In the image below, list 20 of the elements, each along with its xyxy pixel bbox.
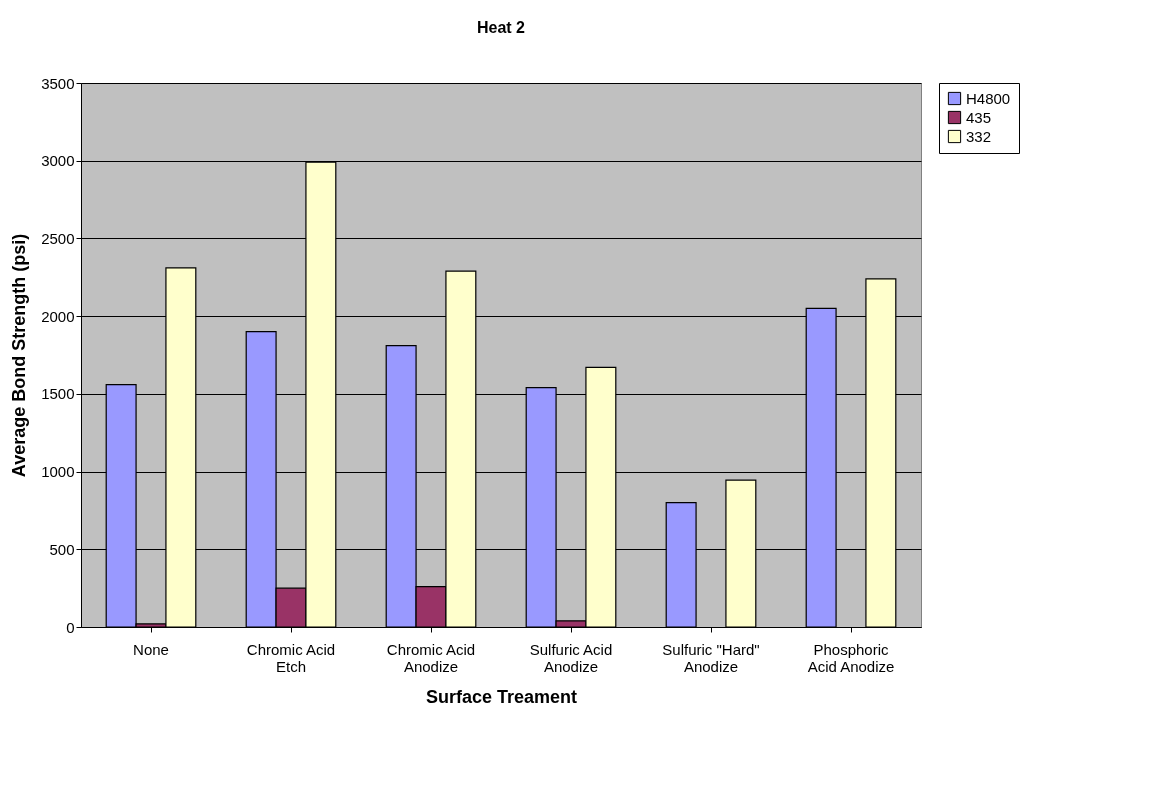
- x-axis-title: Surface Treament: [425, 686, 578, 707]
- x-tick-label: Phosphoric Acid Anodize: [807, 640, 895, 675]
- y-tick-label: 2000: [41, 307, 75, 325]
- chart-title: Heat 2: [476, 19, 526, 36]
- x-tick-label: Sulfuric "Hard" Anodize: [662, 640, 760, 675]
- legend-label: 332: [966, 127, 992, 145]
- y-tick-label: 500: [49, 540, 75, 558]
- y-tick-label: 2500: [41, 229, 75, 247]
- y-axis-title: Average Bond Strength (psi): [9, 233, 30, 478]
- y-tick-label: 3500: [41, 74, 75, 92]
- y-tick-label: 3000: [41, 152, 75, 170]
- y-tick-label: 0: [66, 618, 75, 636]
- x-tick-label: Chromic Acid Etch: [246, 640, 336, 675]
- legend-label: 435: [966, 108, 992, 126]
- legend-label: H4800: [966, 89, 1011, 107]
- x-tick-label: Sulfuric Acid Anodize: [529, 640, 613, 675]
- x-tick-label: Chromic Acid Anodize: [386, 640, 476, 675]
- y-tick-label: 1500: [41, 385, 75, 403]
- x-tick-label: None: [133, 640, 169, 658]
- y-tick-label: 1000: [41, 463, 75, 481]
